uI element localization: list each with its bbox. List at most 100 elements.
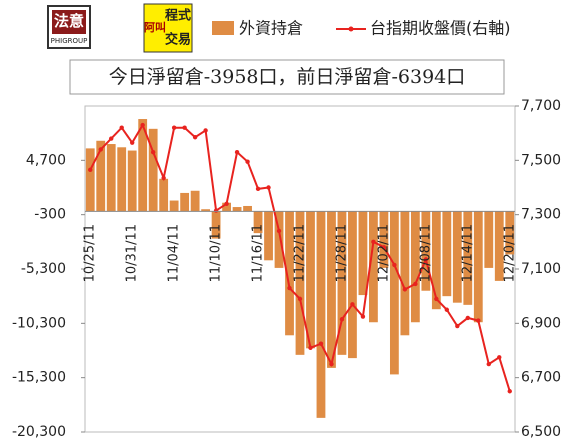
line-point [507,389,512,394]
line-point [150,149,156,155]
bar [452,211,462,303]
x-tick-label: 12/14/11 [460,224,475,282]
line-point [161,175,166,181]
x-tick-label: 10/25/11 [83,224,98,282]
logo-mark [52,10,86,34]
line-point [434,296,439,302]
bar [358,211,368,296]
line-point [392,262,397,268]
bar [400,211,410,336]
bar [327,211,336,368]
line-point [308,345,313,350]
bar [201,209,211,212]
line-point [455,323,460,329]
line-point [192,135,198,140]
bar [106,144,116,212]
x-tick-label: 12/02/11 [376,224,391,282]
bar [505,211,515,255]
line-point [381,245,387,250]
y2-tick-label: 7,300 [521,207,561,223]
bar [243,205,252,212]
bar [253,211,263,234]
bar [148,128,158,212]
line-point [266,185,271,190]
line-point [140,122,145,128]
logo-text: 程式 [165,8,191,24]
bar [369,211,378,323]
line-point [329,361,334,367]
bar [138,119,148,212]
y-tick-label: -20,300 [12,424,66,440]
bar [232,207,242,212]
line-point [465,315,471,321]
x-tick-label: 11/04/11 [167,224,182,282]
y-tick-label: -5,300 [21,261,66,277]
bar [117,147,127,212]
y-tick-label: -15,300 [12,370,66,386]
bar [473,211,483,323]
y2-tick-label: 7,100 [521,261,561,277]
line-point [224,201,229,206]
x-tick-label: 11/28/11 [334,224,349,282]
line-point [476,318,481,323]
y2-tick-label: 6,900 [521,315,561,331]
bar [379,211,389,268]
legend-swatch [348,26,354,32]
bar [421,211,431,291]
y-tick-label: -300 [34,207,66,223]
logo-text: 法意 [54,12,84,30]
logo-sub: PHIGROUP [51,37,88,45]
bar [127,150,137,212]
bar [410,211,420,323]
title-box [69,59,505,95]
bar [159,178,169,212]
line-point [350,302,355,307]
line-point [98,147,103,152]
bar [274,211,284,268]
x-tick-label: 11/22/11 [293,224,308,282]
line-point [497,355,502,360]
bar [337,211,347,355]
line-point [203,128,208,133]
y-tick-label: -10,300 [12,315,66,331]
bar [180,192,190,212]
bar [211,211,221,239]
y2-tick-label: 6,700 [521,370,561,386]
line-point [413,281,418,287]
legend-label: 外資持倉 [239,19,303,38]
bar [222,202,231,212]
y2-tick-label: 6,500 [521,424,561,440]
line-point [318,341,324,346]
legend-swatch [212,21,234,35]
bar [96,140,106,212]
chart-title: 今日淨留倉-3958口，前日淨留倉-6394口 [109,66,466,88]
bar [306,211,315,349]
line-point [371,239,376,245]
bar [484,211,494,268]
line-point [287,285,292,291]
bar [389,211,399,375]
line-point [297,296,303,302]
line-point [360,314,366,319]
x-tick-label: 12/08/11 [418,224,433,282]
bar [190,190,200,212]
line-point [182,125,187,130]
line-point [109,136,114,141]
bar [494,211,504,281]
line-point [276,228,282,234]
line-point [402,287,408,292]
y-tick-label: 4,700 [26,152,66,168]
line-point [88,167,93,173]
y2-tick-label: 7,700 [521,98,561,114]
line-point [423,257,429,262]
bar [285,211,294,336]
line-point [444,307,450,312]
bar [316,211,326,418]
bar [85,148,95,212]
logo-text: 阿叫 [144,20,166,34]
line-point [234,149,240,155]
bar [431,211,441,310]
x-tick-label: 11/10/11 [209,224,224,282]
logo-text: 交易 [165,32,191,48]
